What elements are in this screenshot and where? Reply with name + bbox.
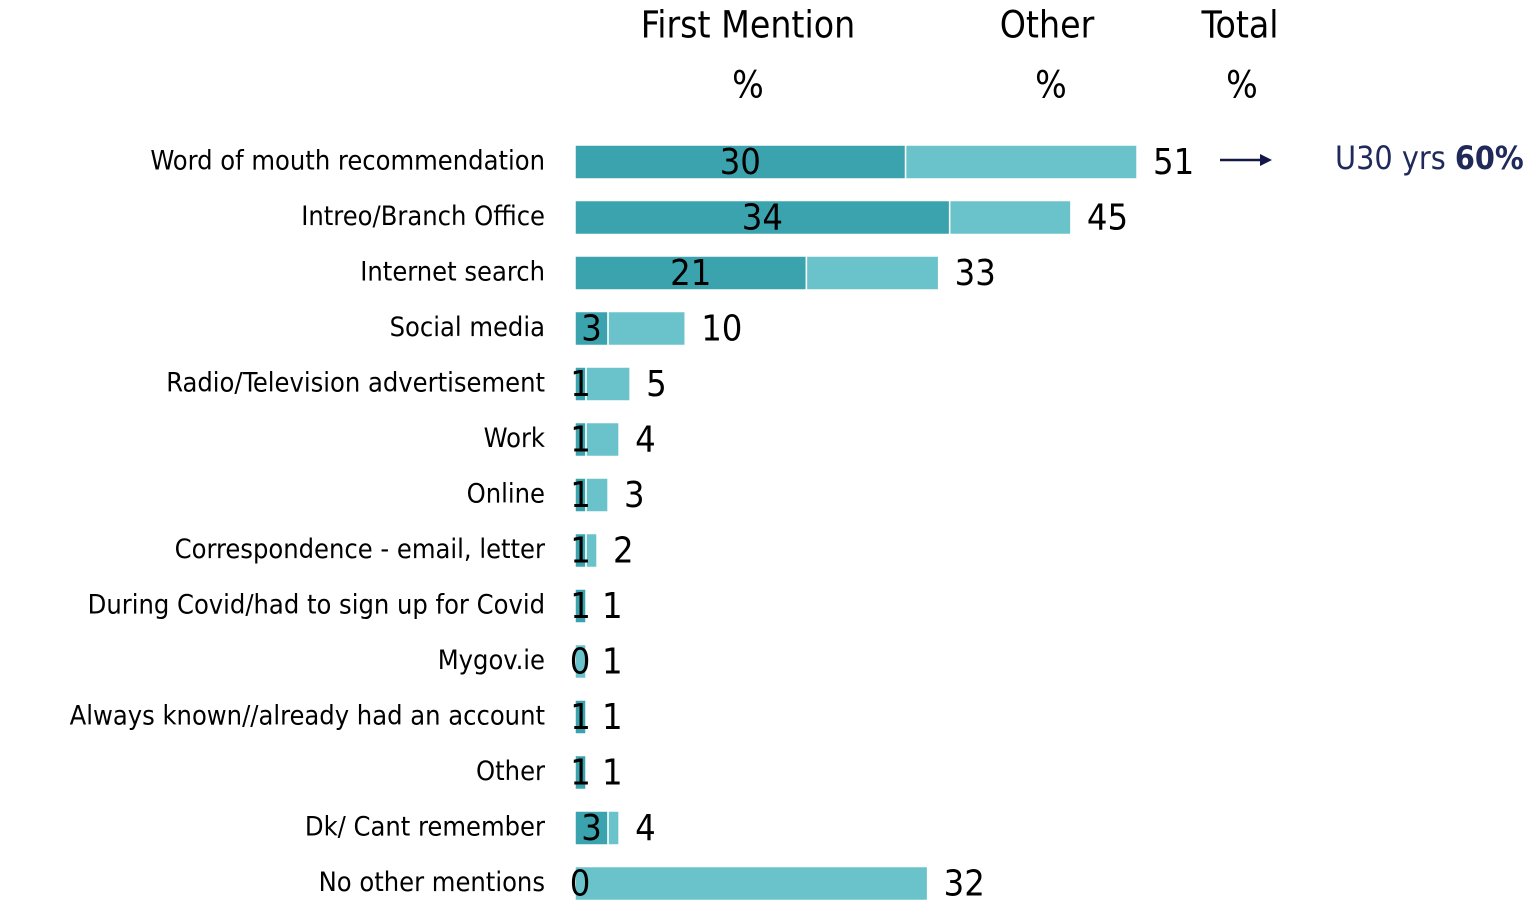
category-label: Radio/Television advertisement (166, 368, 545, 399)
column-unit: % (1035, 64, 1067, 107)
total-label: 1 (602, 697, 623, 738)
first-mention-label: 3 (581, 309, 602, 350)
first-mention-label: 30 (720, 142, 761, 183)
bar-segment (585, 477, 609, 513)
category-label: Correspondence - email, letter (175, 534, 545, 565)
total-label: 3 (624, 475, 645, 516)
bar-segment (574, 588, 587, 624)
first-mention-label: 3 (581, 808, 602, 849)
category-label: Online (467, 479, 545, 510)
category-label: Mygov.ie (438, 645, 545, 676)
first-mention-label: 21 (670, 253, 711, 294)
total-label: 32 (944, 864, 985, 900)
total-label: 2 (613, 531, 634, 572)
first-mention-label: 1 (570, 531, 591, 572)
total-label: 33 (955, 253, 996, 294)
bar-segment (607, 810, 620, 846)
column-header: First Mention (641, 4, 855, 47)
first-mention-label: 1 (570, 697, 591, 738)
category-label: Work (484, 423, 545, 454)
first-mention-label: 1 (570, 420, 591, 461)
total-label: 1 (602, 642, 623, 683)
bar-segment (585, 532, 598, 569)
category-label: Internet search (360, 257, 545, 288)
first-mention-label: 34 (742, 198, 783, 239)
annotation-value: 60% (1455, 139, 1524, 177)
bar-segment (574, 754, 587, 791)
column-unit: % (732, 64, 764, 107)
first-mention-label: 1 (570, 364, 591, 405)
first-mention-label: 0 (570, 864, 591, 900)
bar-segment (574, 810, 609, 846)
total-label: 4 (635, 420, 656, 461)
total-label: 51 (1153, 142, 1194, 183)
column-unit: % (1226, 64, 1258, 107)
total-label: 5 (646, 364, 667, 405)
category-label: Dk/ Cant remember (305, 812, 545, 843)
annotation-text: U30 yrs (1335, 139, 1446, 177)
first-mention-label: 1 (570, 475, 591, 516)
category-label: Intreo/Branch Office (301, 201, 545, 232)
category-label: Always known//already had an account (70, 701, 545, 732)
bar-segment (607, 310, 686, 347)
category-label: Social media (390, 312, 545, 343)
total-label: 1 (602, 753, 623, 794)
category-label: No other mentions (319, 867, 545, 898)
arrow-head (1260, 154, 1272, 166)
total-label: 1 (602, 586, 623, 627)
bar-segment (574, 643, 587, 680)
total-label: 45 (1087, 198, 1128, 239)
category-label: During Covid/had to sign up for Covid (88, 590, 545, 621)
bar-segment (585, 366, 631, 402)
bar-segment (904, 144, 1138, 180)
first-mention-label: 0 (570, 642, 591, 683)
first-mention-label: 1 (570, 586, 591, 627)
bar-segment (574, 199, 951, 236)
bar-segment (574, 255, 808, 291)
first-mention-label: 1 (570, 753, 591, 794)
total-label: 10 (701, 309, 742, 350)
column-header: Total (1200, 4, 1278, 47)
bar-segment (805, 255, 940, 291)
bar-segment (574, 699, 587, 735)
annotation: U30 yrs 60% (1335, 139, 1524, 177)
bar-segment (574, 865, 929, 900)
column-header: Other (1000, 4, 1095, 47)
total-label: 4 (635, 808, 656, 849)
bar-segment (948, 199, 1072, 236)
bar-segment (585, 421, 620, 458)
category-label: Other (476, 756, 545, 787)
category-label: Word of mouth recommendation (150, 146, 545, 177)
